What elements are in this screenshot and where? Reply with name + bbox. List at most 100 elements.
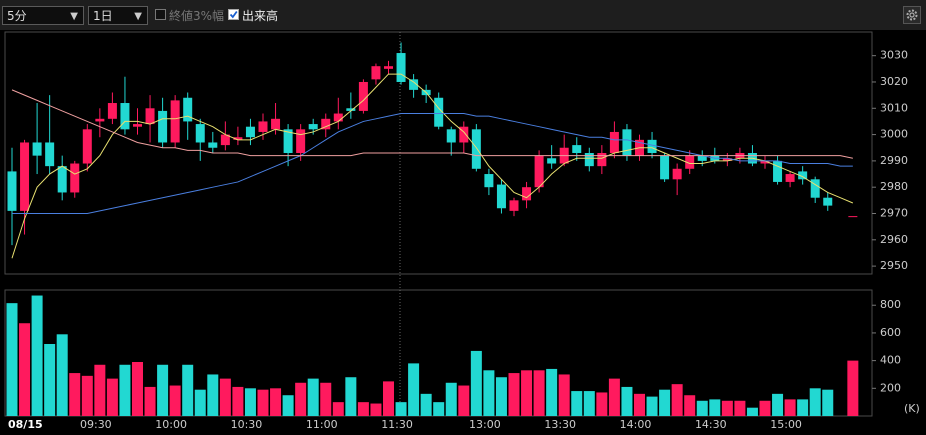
candle-body: [471, 129, 481, 169]
volume-bar: [596, 392, 608, 416]
volume-bar: [219, 378, 231, 416]
volume-bar: [797, 399, 809, 416]
candle-body: [534, 155, 544, 188]
candle-body: [296, 129, 306, 153]
volume-bar: [345, 377, 357, 416]
candle-body: [70, 163, 80, 193]
candle-body: [346, 108, 356, 111]
y-tick-label: 2980: [880, 180, 908, 193]
candle-body: [647, 139, 657, 153]
volume-bar: [370, 403, 382, 416]
candle-body: [57, 166, 67, 193]
candle-body: [798, 171, 808, 180]
volume-bar: [445, 382, 457, 416]
candle-body: [547, 158, 557, 164]
volume-tick-label: 200: [880, 381, 901, 394]
volume-bar: [194, 389, 206, 416]
x-tick-label: 14:00: [620, 418, 652, 431]
volume-tick-label: 800: [880, 298, 901, 311]
volume-bar: [144, 386, 156, 416]
settings-button[interactable]: [903, 6, 921, 24]
volume-bar: [270, 388, 282, 416]
volume-bar: [458, 385, 470, 416]
candle-body: [271, 118, 281, 130]
candle-body: [722, 158, 732, 161]
volume-label: 出来高: [242, 9, 279, 23]
candle-body: [82, 129, 92, 164]
volume-bar: [408, 363, 420, 416]
volume-bar: [232, 386, 244, 416]
candle-body: [484, 174, 494, 188]
range-select[interactable]: 1日 ▼: [88, 6, 148, 25]
candle-body: [660, 155, 670, 180]
volume-tick-label: 600: [880, 326, 901, 339]
volume-bar: [521, 370, 533, 416]
volume-bar: [56, 334, 68, 416]
volume-bar: [6, 303, 18, 416]
interval-value: 5分: [7, 9, 27, 23]
close-3pct-label: 終値3%幅: [169, 9, 225, 23]
volume-bar: [69, 373, 81, 416]
x-tick-label: 10:00: [155, 418, 187, 431]
moving-average: [11, 73, 854, 259]
volume-bar: [295, 382, 307, 416]
candle-body: [785, 174, 795, 182]
candle-body: [333, 113, 343, 122]
y-tick-label: 3010: [880, 101, 908, 114]
candle-body: [195, 124, 205, 143]
x-tick-label: 15:00: [770, 418, 802, 431]
volume-bar: [558, 374, 570, 416]
candle-body: [409, 79, 419, 90]
volume-bar: [646, 396, 658, 416]
close-3pct-checkbox[interactable]: [155, 9, 166, 20]
candle-body: [170, 100, 180, 143]
candle-body: [509, 200, 519, 211]
gear-icon: [906, 9, 918, 21]
x-tick-label: 11:00: [306, 418, 338, 431]
volume-bar: [19, 323, 31, 416]
candle-body: [245, 126, 255, 138]
check-mark: [229, 10, 238, 19]
volume-bar: [608, 378, 620, 416]
volume-bar: [809, 388, 821, 416]
volume-bar: [634, 393, 645, 416]
volume-checkbox[interactable]: [228, 9, 239, 20]
moving-average: [12, 113, 853, 214]
moving-average: [11, 89, 853, 159]
candle-body: [120, 103, 130, 130]
x-tick-label: 09:30: [80, 418, 112, 431]
volume-bar: [94, 364, 106, 416]
candle-body: [848, 216, 858, 218]
candle-body: [685, 155, 695, 169]
volume-bar: [395, 402, 407, 416]
toolbar: 5分 ▼ 1日 ▼ 終値3%幅 出来高: [0, 0, 926, 30]
candle-body: [496, 184, 506, 209]
volume-unit: (K): [904, 402, 920, 415]
volume-tick-label: 400: [880, 354, 901, 367]
y-tick-label: 2990: [880, 154, 908, 167]
volume-bar: [81, 375, 93, 416]
volume-bar: [709, 399, 721, 416]
candle-body: [133, 124, 142, 127]
candle-body: [597, 153, 607, 167]
volume-bar: [119, 364, 131, 416]
candle-body: [233, 137, 243, 140]
volume-bar: [546, 368, 558, 416]
volume-bar: [207, 374, 219, 416]
volume-bar: [44, 344, 56, 416]
x-tick-label: 13:00: [469, 418, 501, 431]
volume-bar: [244, 388, 256, 416]
volume-bar: [157, 364, 169, 416]
candle-body: [45, 142, 55, 167]
candle-body: [107, 103, 117, 119]
volume-bar: [659, 389, 671, 416]
interval-select[interactable]: 5分 ▼: [2, 6, 84, 25]
y-tick-label: 2950: [880, 259, 908, 272]
volume-bar: [746, 407, 758, 416]
candle-body: [672, 168, 682, 180]
candle-body: [158, 110, 168, 143]
candle-body: [446, 129, 456, 143]
volume-bar: [106, 378, 118, 416]
candle-body: [434, 97, 444, 127]
